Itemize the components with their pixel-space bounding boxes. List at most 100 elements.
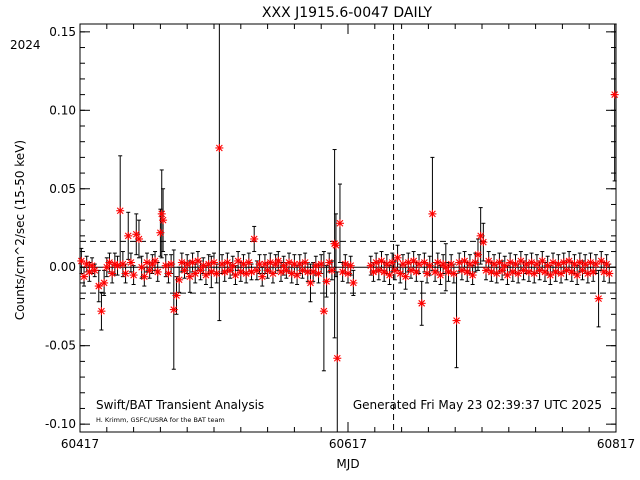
marker-stroke bbox=[127, 259, 135, 266]
data-point-marker bbox=[140, 272, 149, 281]
marker-stroke bbox=[111, 260, 119, 268]
marker-stroke bbox=[293, 271, 301, 279]
data-point-marker bbox=[449, 269, 458, 278]
data-point-marker bbox=[169, 305, 178, 314]
marker-stroke bbox=[568, 268, 576, 276]
marker-stroke bbox=[611, 91, 619, 99]
marker-stroke bbox=[328, 266, 336, 274]
x-tick-label: 60617 bbox=[329, 437, 367, 451]
marker-stroke bbox=[410, 257, 418, 265]
marker-stroke bbox=[576, 259, 584, 266]
data-point-marker bbox=[298, 266, 307, 275]
marker-stroke bbox=[412, 268, 420, 276]
data-point-marker bbox=[161, 261, 170, 270]
data-point-marker bbox=[460, 256, 469, 265]
data-point-marker bbox=[565, 256, 574, 265]
data-point-marker bbox=[311, 261, 320, 270]
marker-stroke bbox=[525, 268, 533, 276]
data-point-marker bbox=[322, 277, 331, 286]
marker-stroke bbox=[549, 259, 557, 266]
marker-stroke bbox=[514, 270, 522, 277]
marker-stroke bbox=[194, 257, 202, 265]
marker-stroke bbox=[592, 260, 600, 268]
y-ticks: -0.10 -0.05 0.00 0.05 0.10 0.15 bbox=[45, 25, 616, 431]
data-point-marker bbox=[610, 90, 619, 99]
data-point-marker bbox=[183, 260, 192, 269]
marker-stroke bbox=[333, 354, 341, 362]
marker-stroke bbox=[135, 235, 143, 243]
data-point-marker bbox=[207, 267, 216, 276]
marker-stroke bbox=[434, 259, 442, 266]
marker-stroke bbox=[509, 268, 517, 276]
marker-stroke bbox=[402, 273, 410, 281]
data-point-marker bbox=[369, 267, 378, 276]
data-point-marker bbox=[412, 267, 421, 276]
marker-stroke bbox=[479, 238, 487, 246]
marker-stroke bbox=[587, 259, 594, 266]
marker-stroke bbox=[595, 295, 602, 303]
data-point-marker bbox=[156, 228, 165, 237]
marker-stroke bbox=[394, 254, 401, 262]
data-point-marker bbox=[172, 291, 181, 300]
data-markers bbox=[77, 90, 619, 363]
marker-stroke bbox=[106, 259, 113, 266]
marker-stroke bbox=[158, 210, 166, 218]
data-point-marker bbox=[218, 260, 227, 269]
marker-stroke bbox=[396, 270, 404, 277]
marker-stroke bbox=[274, 257, 282, 265]
marker-stroke bbox=[589, 268, 597, 276]
marker-stroke bbox=[367, 262, 375, 270]
data-point-marker bbox=[346, 261, 355, 270]
marker-stroke bbox=[159, 216, 167, 224]
data-point-marker bbox=[471, 258, 480, 267]
data-point-marker bbox=[428, 209, 437, 218]
marker-stroke bbox=[301, 259, 309, 266]
marker-stroke bbox=[307, 279, 314, 287]
marker-stroke bbox=[453, 317, 460, 324]
footer-generated-label: Generated Fri May 23 02:39:37 UTC 2025 bbox=[353, 398, 602, 412]
data-point-marker bbox=[554, 260, 563, 269]
data-point-marker bbox=[401, 272, 410, 281]
marker-stroke bbox=[224, 259, 231, 266]
marker-stroke bbox=[288, 270, 296, 277]
data-point-marker bbox=[325, 258, 334, 267]
data-point-marker bbox=[260, 260, 269, 269]
marker-stroke bbox=[178, 259, 186, 266]
marker-stroke bbox=[445, 268, 452, 276]
data-point-marker bbox=[157, 209, 166, 218]
data-point-marker bbox=[581, 260, 590, 269]
marker-stroke bbox=[487, 268, 495, 276]
data-point-marker bbox=[274, 256, 283, 265]
marker-stroke bbox=[442, 263, 450, 271]
data-point-marker bbox=[153, 267, 162, 276]
marker-stroke bbox=[391, 266, 399, 274]
marker-stroke bbox=[332, 241, 340, 249]
data-point-marker bbox=[344, 269, 352, 278]
marker-stroke bbox=[375, 266, 383, 274]
y-tick-label: 0.10 bbox=[49, 103, 76, 117]
data-point-marker bbox=[185, 272, 194, 281]
marker-stroke bbox=[170, 306, 178, 313]
marker-stroke bbox=[504, 271, 511, 279]
data-point-marker bbox=[404, 258, 413, 267]
marker-stroke bbox=[264, 266, 271, 274]
marker-stroke bbox=[325, 259, 333, 266]
data-point-marker bbox=[398, 260, 407, 269]
marker-stroke bbox=[91, 266, 99, 274]
data-point-marker bbox=[242, 269, 251, 278]
marker-stroke bbox=[336, 219, 344, 227]
marker-stroke bbox=[339, 268, 347, 276]
data-point-marker bbox=[239, 260, 248, 269]
marker-stroke bbox=[450, 270, 458, 277]
data-point-marker bbox=[327, 266, 336, 275]
data-point-marker bbox=[175, 275, 184, 284]
data-point-marker bbox=[247, 267, 256, 276]
data-point-marker bbox=[134, 234, 143, 243]
data-point-marker bbox=[105, 258, 114, 267]
data-point-marker bbox=[151, 256, 160, 265]
data-point-marker bbox=[599, 267, 608, 276]
data-point-marker bbox=[97, 307, 106, 316]
marker-stroke bbox=[407, 266, 415, 274]
data-point-marker bbox=[535, 266, 544, 275]
